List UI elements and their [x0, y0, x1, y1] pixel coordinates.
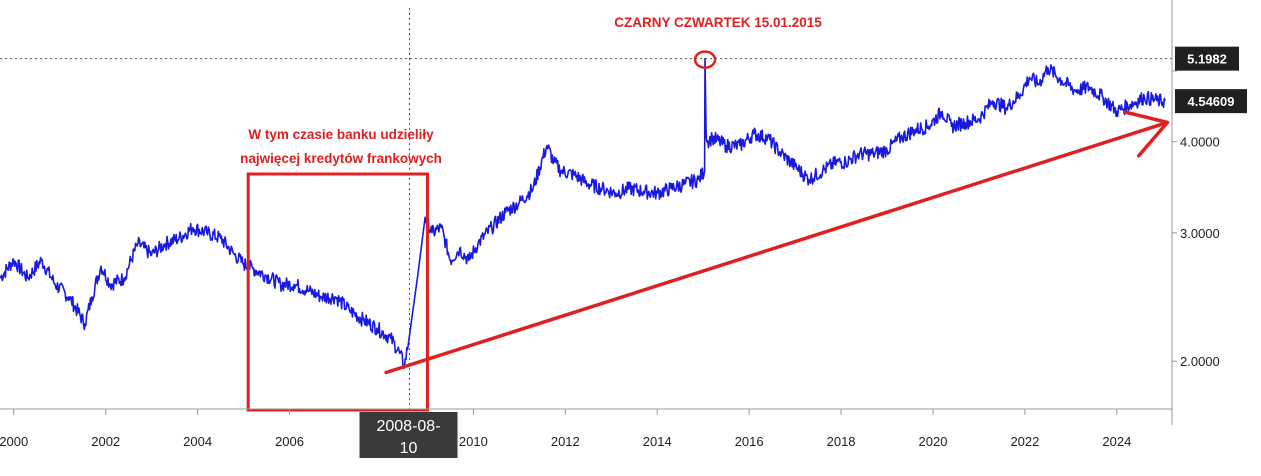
y-tick-label: 4.0000 [1180, 135, 1220, 150]
axis-layer [0, 0, 1173, 425]
ticks-layer: 2.0000 3.0000 4.0000 2000 2002 2004 2006 2010 20… [0, 70, 1220, 449]
x-cursor-label-line1: 2008-08- [376, 418, 440, 435]
trend-arrow-line [384, 120, 1170, 375]
x-tick-label: 2020 [919, 434, 948, 449]
x-tick-label: 2022 [1010, 434, 1039, 449]
annotation-banks-note-line1: W tym czasie banku udzieliły [248, 127, 434, 142]
annotation-black-thursday: CZARNY CZWARTEK 15.01.2015 [614, 15, 822, 30]
price-tag-high-background [1175, 46, 1239, 71]
x-tick-label: 2002 [91, 434, 120, 449]
price-tag-last: 4.54609 [1188, 94, 1235, 109]
x-tick-label: 2004 [183, 434, 212, 449]
trend-arrow-head [1122, 110, 1170, 158]
x-cursor-label-line2: 10 [400, 440, 418, 457]
y-tick-label: 2.0000 [1180, 354, 1220, 369]
x-tick-label: 2016 [735, 434, 764, 449]
x-tick-label: 2018 [827, 434, 856, 449]
x-cursor-label-background [359, 412, 458, 458]
y-tick-label: 3.0000 [1180, 226, 1220, 241]
x-tick-label: 2024 [1102, 434, 1131, 449]
spike-circle [693, 50, 717, 69]
price-tag-high: 5.1982 [1187, 52, 1227, 67]
highlight-box [246, 172, 429, 412]
x-tick-label: 2006 [275, 434, 304, 449]
tags-layer: 5.1982 4.54609 2008-08- 10 [359, 46, 1247, 458]
series-line [0, 57, 1166, 370]
x-tick-label: 2012 [551, 434, 580, 449]
price-tag-last-background [1175, 89, 1247, 114]
annotation-banks-note-line2: najwięcej kredytów frankowych [240, 151, 442, 166]
x-tick-label: 2000 [0, 434, 28, 449]
grid-layer [0, 8, 1172, 409]
annotation-layer: W tym czasie banku udzieliły najwięcej k… [240, 15, 1170, 412]
x-tick-label: 2010 [459, 434, 488, 449]
series-layer [0, 57, 1166, 370]
x-tick-label: 2014 [643, 434, 672, 449]
